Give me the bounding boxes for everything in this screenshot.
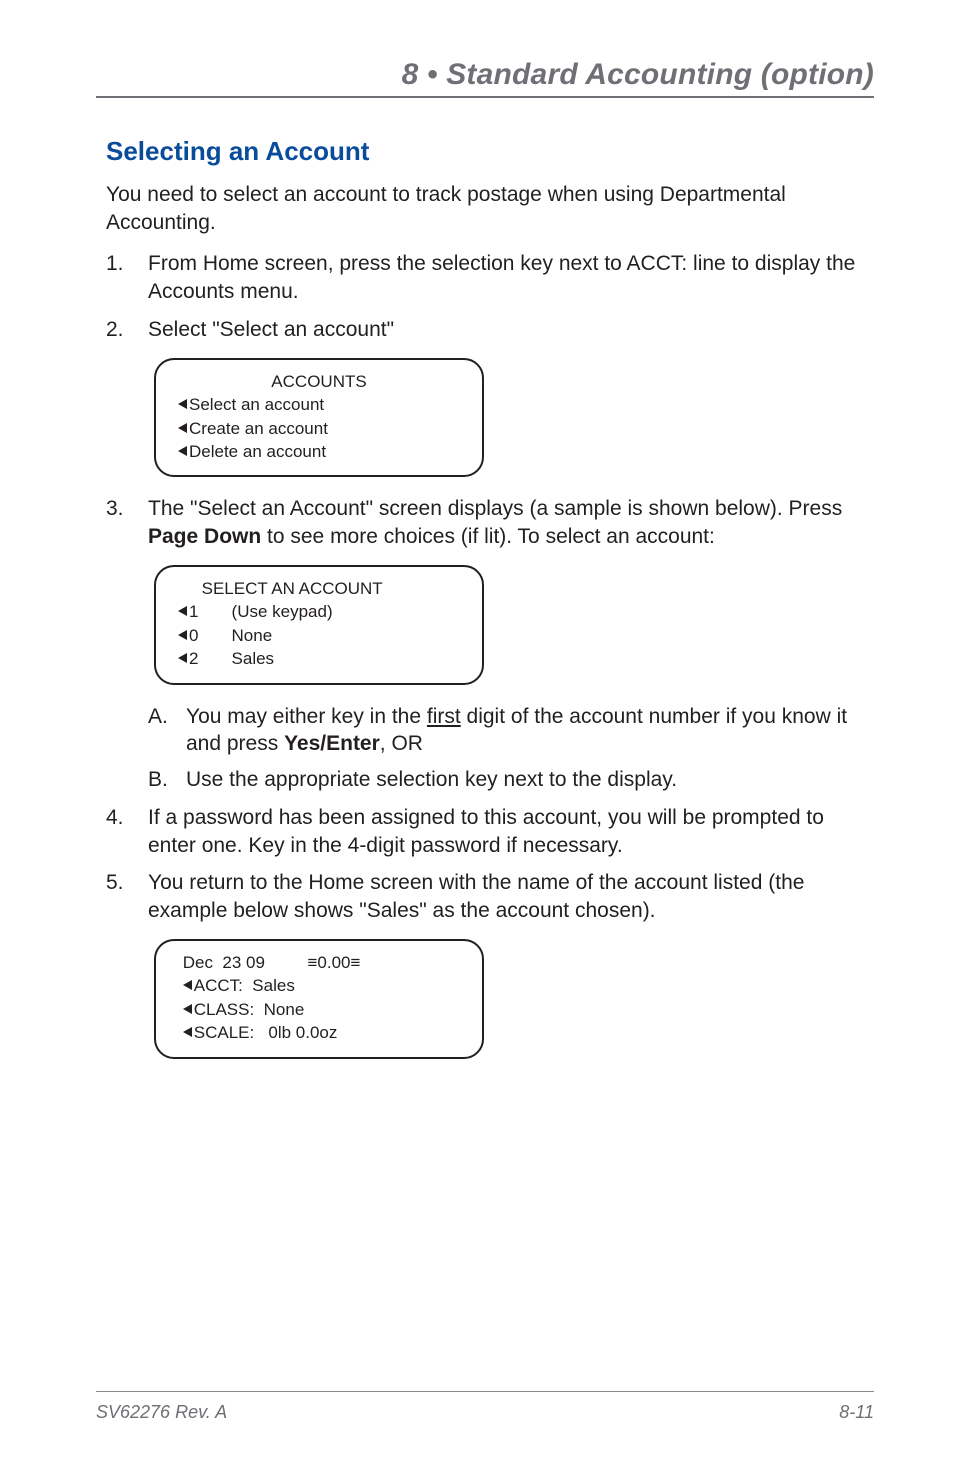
- step-1: 1. From Home screen, press the selection…: [106, 250, 874, 305]
- left-arrow-icon: [178, 399, 187, 409]
- screen-row: Delete an account: [178, 440, 460, 463]
- footer-page-number: 8-11: [839, 1402, 874, 1423]
- left-arrow-icon: [178, 653, 187, 663]
- select-account-screen: SELECT AN ACCOUNT 1 (Use keypad) 0 None …: [154, 565, 484, 685]
- row-key: 0: [189, 626, 198, 645]
- text-fragment: , OR: [380, 732, 423, 755]
- intro-paragraph: You need to select an account to track p…: [106, 181, 864, 236]
- text-fragment: The "Select an Account" screen displays …: [148, 497, 842, 520]
- substep-letter: B.: [148, 766, 186, 794]
- ordered-steps: 1. From Home screen, press the selection…: [106, 250, 874, 1058]
- bold-text: Yes/Enter: [284, 732, 380, 755]
- left-arrow-icon: [183, 1004, 192, 1014]
- step-text: If a password has been assigned to this …: [148, 804, 874, 859]
- step-text: From Home screen, press the selection ke…: [148, 250, 874, 305]
- step-text: Select "Select an account": [148, 316, 874, 344]
- screen-row: SCALE: 0lb 0.0oz: [178, 1021, 460, 1044]
- screen-item: SCALE: 0lb 0.0oz: [194, 1023, 338, 1042]
- screen-item: Delete an account: [189, 442, 326, 461]
- left-arrow-icon: [183, 980, 192, 990]
- step-number: 5.: [106, 869, 148, 924]
- screen-row: 0 None: [178, 624, 460, 647]
- chapter-title: 8 • Standard Accounting (option): [96, 58, 874, 92]
- footer-left: SV62276 Rev. A: [96, 1402, 227, 1423]
- step-5: 5. You return to the Home screen with th…: [106, 869, 874, 924]
- screen-row: 1 (Use keypad): [178, 600, 460, 623]
- screen-item: CLASS: None: [194, 1000, 305, 1019]
- substep-a: A. You may either key in the first digit…: [148, 703, 874, 758]
- page-container: 8 • Standard Accounting (option) Selecti…: [0, 0, 954, 1475]
- text-fragment: to see more choices (if lit). To select …: [261, 525, 715, 548]
- amount-text: ≡0.00≡: [307, 953, 360, 972]
- substep-text: Use the appropriate selection key next t…: [186, 766, 874, 794]
- bold-text: Page Down: [148, 525, 261, 548]
- chapter-header-bar: 8 • Standard Accounting (option): [96, 58, 874, 98]
- screen-title-text: SELECT AN ACCOUNT: [202, 579, 383, 598]
- home-screen: Dec 23 09 ≡0.00≡ ACCT: Sales CLASS: None…: [154, 939, 484, 1059]
- accounts-screen: ACCOUNTS Select an account Create an acc…: [154, 358, 484, 478]
- left-arrow-icon: [178, 423, 187, 433]
- screen-1-wrapper: ACCOUNTS Select an account Create an acc…: [106, 358, 874, 478]
- row-value: (Use keypad): [232, 602, 333, 621]
- step-number: 1.: [106, 250, 148, 305]
- row-value: None: [232, 626, 273, 645]
- row-value: Sales: [232, 649, 275, 668]
- sub-ordered-list: A. You may either key in the first digit…: [148, 703, 874, 794]
- screen-title: SELECT AN ACCOUNT: [178, 577, 460, 600]
- step-text: The "Select an Account" screen displays …: [148, 495, 874, 550]
- screen-item: Create an account: [189, 419, 328, 438]
- step-3-sublist: A. You may either key in the first digit…: [148, 703, 874, 794]
- underline-text: first: [427, 705, 461, 728]
- step-3: 3. The "Select an Account" screen displa…: [106, 495, 874, 550]
- left-arrow-icon: [178, 606, 187, 616]
- row-key: 2: [189, 649, 198, 668]
- left-arrow-icon: [183, 1027, 192, 1037]
- left-arrow-icon: [178, 630, 187, 640]
- screen-row: ACCT: Sales: [178, 974, 460, 997]
- substep-letter: A.: [148, 703, 186, 758]
- date-text: Dec 23 09: [183, 953, 265, 972]
- screen-2-wrapper: SELECT AN ACCOUNT 1 (Use keypad) 0 None …: [106, 565, 874, 685]
- step-text: You return to the Home screen with the n…: [148, 869, 874, 924]
- screen-title: ACCOUNTS: [178, 370, 460, 393]
- page-footer: SV62276 Rev. A 8-11: [96, 1391, 874, 1423]
- row-key: 1: [189, 602, 198, 621]
- screen-3-wrapper: Dec 23 09 ≡0.00≡ ACCT: Sales CLASS: None…: [106, 939, 874, 1059]
- section-heading: Selecting an Account: [106, 136, 874, 167]
- step-number: 3.: [106, 495, 148, 550]
- screen-item: Select an account: [189, 395, 324, 414]
- step-number: 4.: [106, 804, 148, 859]
- screen-item: ACCT: Sales: [194, 976, 295, 995]
- step-2: 2. Select "Select an account": [106, 316, 874, 344]
- screen-row: 2 Sales: [178, 647, 460, 670]
- screen-row: Create an account: [178, 417, 460, 440]
- step-4: 4. If a password has been assigned to th…: [106, 804, 874, 859]
- substep-b: B. Use the appropriate selection key nex…: [148, 766, 874, 794]
- screen-row: CLASS: None: [178, 998, 460, 1021]
- screen-row: Select an account: [178, 393, 460, 416]
- step-number: 2.: [106, 316, 148, 344]
- text-fragment: You may either key in the: [186, 705, 427, 728]
- left-arrow-icon: [178, 446, 187, 456]
- screen-row: Dec 23 09 ≡0.00≡: [178, 951, 460, 974]
- substep-text: You may either key in the first digit of…: [186, 703, 874, 758]
